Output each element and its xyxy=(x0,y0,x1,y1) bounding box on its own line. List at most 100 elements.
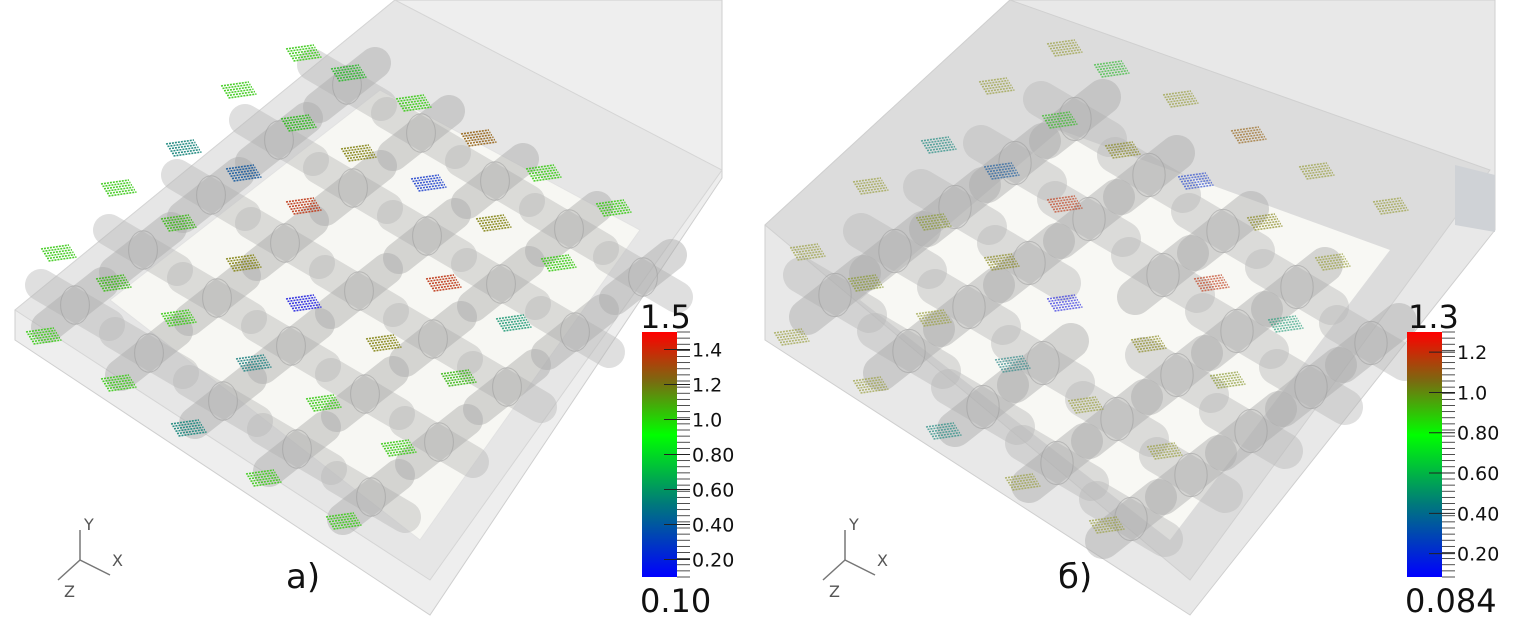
streamline-cluster xyxy=(1046,39,1083,57)
streamline xyxy=(290,204,319,210)
streamline xyxy=(95,274,125,280)
colorbar-tick-label: 0.80 xyxy=(1457,423,1499,445)
streamline xyxy=(1314,253,1344,259)
streamline xyxy=(1046,195,1076,201)
streamline xyxy=(1096,528,1125,534)
streamline-cluster xyxy=(285,294,322,312)
streamline xyxy=(1010,482,1040,489)
streamline xyxy=(240,361,269,367)
streamline xyxy=(1048,296,1077,303)
streamline xyxy=(385,446,414,452)
streamline xyxy=(288,299,318,305)
panel-label: б) xyxy=(1058,557,1092,597)
pipe-segment xyxy=(457,246,545,322)
streamline xyxy=(335,71,364,77)
pipe-segment xyxy=(1185,293,1289,369)
streamline xyxy=(305,394,335,400)
pipe-segment xyxy=(31,267,119,343)
streamline xyxy=(1075,408,1104,414)
pipe-segment xyxy=(105,315,193,391)
streamline-cluster xyxy=(983,253,1020,271)
streamline xyxy=(285,197,315,203)
streamline-cluster xyxy=(540,254,577,272)
axes-triad xyxy=(57,530,111,581)
colorbar-tick-label: 1.0 xyxy=(1457,382,1487,404)
streamline xyxy=(371,343,401,350)
streamline xyxy=(1167,97,1196,103)
streamline xyxy=(991,174,1020,180)
pipe-segment xyxy=(25,269,125,341)
streamline-cluster xyxy=(994,355,1031,373)
streamline xyxy=(1012,485,1041,491)
streamline xyxy=(431,283,461,290)
streamline xyxy=(978,77,1008,83)
streamline-cluster xyxy=(285,44,322,62)
pipe-segment xyxy=(1097,137,1201,213)
streamline xyxy=(418,186,447,192)
streamline xyxy=(1046,294,1076,300)
streamline xyxy=(223,86,253,92)
pipe-segment xyxy=(1005,425,1109,501)
streamline xyxy=(1182,179,1211,185)
streamline-cluster xyxy=(330,64,367,82)
streamline xyxy=(1270,320,1300,326)
pipe-segment xyxy=(525,296,625,368)
colorbar-tick-label: 0.40 xyxy=(692,515,734,537)
streamline-cluster xyxy=(160,214,197,232)
streamline-cluster xyxy=(915,213,952,231)
pipe-junction xyxy=(818,272,852,318)
streamline xyxy=(981,82,1011,88)
streamline xyxy=(925,143,954,149)
streamline xyxy=(1185,184,1214,190)
pipe-junction xyxy=(1220,308,1254,354)
streamline xyxy=(1316,255,1345,262)
pipe-segment xyxy=(1043,179,1135,259)
colorbar-min-label: 0.10 xyxy=(640,582,711,620)
streamline xyxy=(286,123,316,130)
streamline xyxy=(102,181,131,188)
pipe-segment xyxy=(1079,481,1183,557)
streamline-cluster xyxy=(789,243,826,261)
colorbar: 1.2 1.0 0.80 0.60 0.40 0.20 1.3 0.084 xyxy=(1405,298,1499,620)
streamline xyxy=(1267,315,1297,321)
streamline xyxy=(779,337,809,344)
streamline xyxy=(481,223,511,230)
streamline-cluster xyxy=(1372,197,1409,215)
streamlines xyxy=(25,44,632,530)
streamline xyxy=(854,378,883,385)
streamline xyxy=(1199,283,1229,290)
streamline xyxy=(1132,337,1161,344)
streamline xyxy=(1230,126,1260,132)
streamline-cluster xyxy=(1067,396,1104,414)
streamline xyxy=(102,376,131,383)
streamline-cluster xyxy=(1104,141,1141,159)
pipe-junction xyxy=(418,319,448,359)
streamline xyxy=(401,103,431,110)
pipe-junction xyxy=(560,312,590,352)
streamline xyxy=(287,46,316,53)
streamline xyxy=(926,145,956,152)
pipe-segment xyxy=(179,363,267,439)
pipe-segment xyxy=(1251,247,1343,327)
streamline xyxy=(1211,373,1240,380)
streamline xyxy=(287,199,316,206)
streamline xyxy=(235,354,265,360)
streamline-cluster xyxy=(160,309,197,327)
pipe-junction xyxy=(1234,408,1268,454)
streamline xyxy=(428,279,458,285)
pipe-segment xyxy=(1071,379,1163,459)
streamline xyxy=(388,451,417,457)
pipe-segment xyxy=(321,356,409,432)
pipe-segment xyxy=(93,214,193,286)
pipe-segment xyxy=(863,311,955,391)
streamline xyxy=(597,201,626,208)
pipe-junction xyxy=(998,140,1032,186)
streamline xyxy=(1198,281,1227,287)
streamline xyxy=(1146,442,1176,448)
streamline xyxy=(500,321,529,327)
streamline xyxy=(1251,220,1280,226)
streamline xyxy=(462,131,491,138)
streamline xyxy=(1301,167,1331,173)
streamline xyxy=(45,251,74,257)
